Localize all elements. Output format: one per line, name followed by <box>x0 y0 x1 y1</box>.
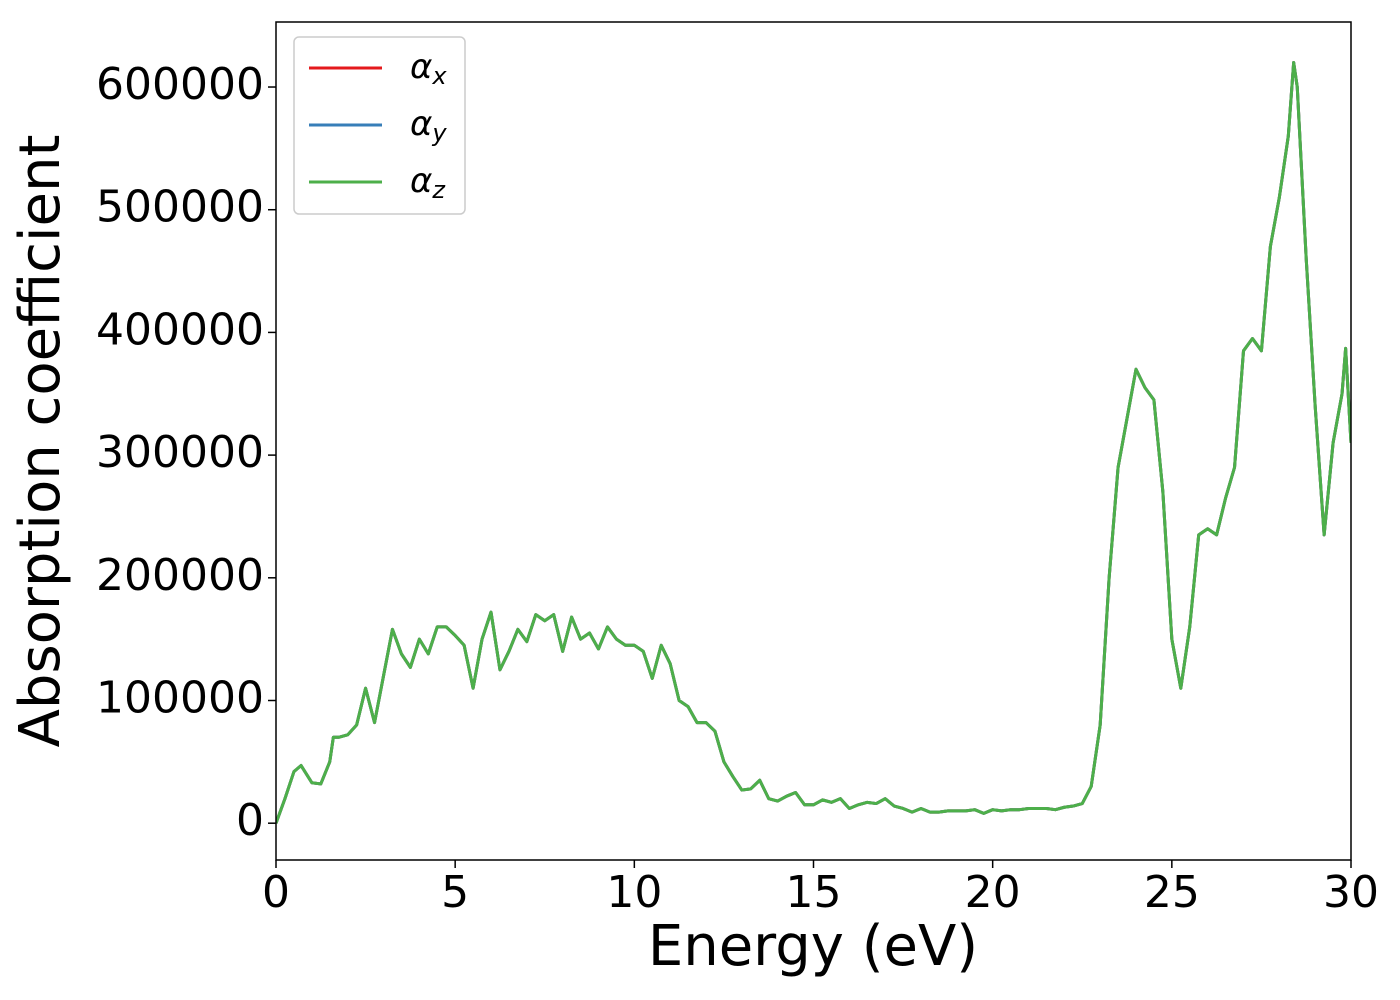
x-tick-label: 5 <box>441 867 469 918</box>
y-tick-label: 600000 <box>96 59 264 110</box>
legend-label: αy <box>410 104 447 148</box>
x-tick-label: 15 <box>786 867 842 918</box>
plot-frame <box>275 21 1352 861</box>
x-tick-label: 0 <box>262 867 290 918</box>
x-axis-label: Energy (eV) <box>648 914 978 979</box>
x-tick-label: 25 <box>1144 867 1200 918</box>
y-tick-label: 200000 <box>96 550 264 601</box>
y-axis-label: Absorption coefficient <box>8 135 73 748</box>
y-tick-label: 0 <box>236 795 264 846</box>
legend-label: αx <box>410 47 447 91</box>
y-tick-label: 500000 <box>96 182 264 233</box>
y-tick-label: 100000 <box>96 672 264 723</box>
legend-label: αz <box>410 161 446 205</box>
x-tick-label: 10 <box>606 867 662 918</box>
series-line <box>276 60 1351 824</box>
y-tick-label: 300000 <box>96 427 264 478</box>
x-tick-label: 30 <box>1323 867 1379 918</box>
x-tick-label: 20 <box>965 867 1021 918</box>
y-tick-label: 400000 <box>96 304 264 355</box>
